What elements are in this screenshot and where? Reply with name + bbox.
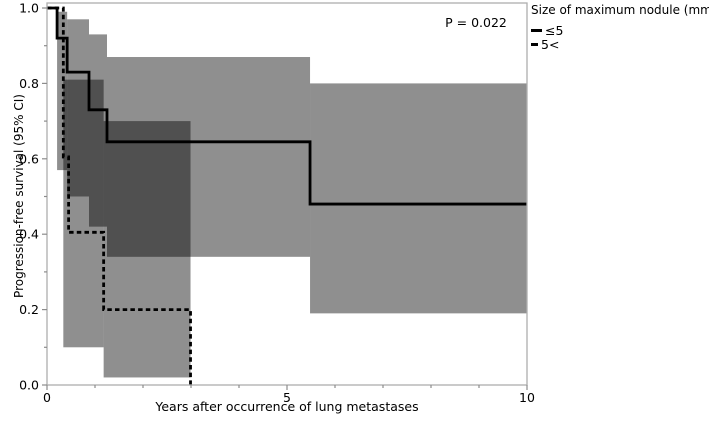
- legend-item-le5: ≤5: [531, 24, 709, 38]
- x-tick-label: 0: [43, 390, 51, 405]
- y-axis-title: Progression-free survival (95% CI): [12, 94, 26, 298]
- dashed-line-icon: [531, 43, 538, 46]
- y-tick-label: 0.4: [19, 227, 39, 242]
- survival-curve-gt5: [47, 6, 192, 385]
- ci-band-le5: [67, 19, 89, 197]
- ci-bands: [57, 11, 527, 378]
- ci-band-le5: [107, 57, 311, 257]
- x-tick-label: 5: [283, 390, 291, 405]
- y-tick-label: 0.0: [19, 378, 39, 393]
- ci-band-gt5: [63, 79, 104, 348]
- y-tick-label: 1.0: [19, 1, 39, 16]
- legend-item-label: 5<: [541, 37, 560, 52]
- survival-curve-le5: [47, 6, 527, 206]
- y-tick-label: 0.2: [19, 302, 39, 317]
- ci-band-gt5: [103, 121, 191, 378]
- ci-band-le5: [57, 11, 68, 171]
- x-axis-title: Years after occurrence of lung metastase…: [155, 399, 419, 414]
- ci-band-le5: [310, 83, 527, 314]
- legend-item-label: ≤5: [545, 23, 564, 38]
- solid-line-icon: [531, 29, 542, 32]
- ci-band-le5: [89, 34, 107, 227]
- x-tick-label: 10: [519, 390, 535, 405]
- y-tick-label: 0.6: [19, 151, 39, 166]
- axis-ticks: 0 5 10 0.0 0.2 0.4 0.6 0.8 1.0: [19, 1, 535, 406]
- legend-title: Size of maximum nodule (mm): [531, 3, 709, 17]
- p-value-annotation: P = 0.022: [445, 15, 507, 30]
- y-tick-label: 0.8: [19, 76, 39, 91]
- legend-item-gt5: 5<: [531, 38, 709, 52]
- legend: Size of maximum nodule (mm) ≤5 5<: [531, 3, 709, 52]
